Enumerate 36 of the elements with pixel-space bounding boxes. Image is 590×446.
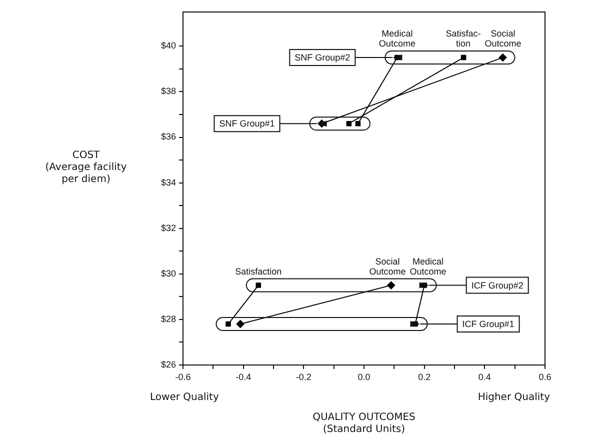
y-tick-label: $26: [160, 359, 176, 370]
point: [387, 281, 396, 290]
annotation: Medical Outcome: [378, 28, 416, 49]
annotation: ICF Group#1: [462, 319, 514, 330]
y-tick-label: $32: [160, 222, 176, 233]
annotation: Satisfaction: [235, 266, 282, 276]
annotation: ICF Group#2: [471, 280, 524, 290]
y-tick-label: $38: [160, 86, 176, 96]
annotation: Social Outcome: [369, 256, 406, 276]
annotation: Satisfac- tion: [446, 28, 481, 49]
y-axis-title: COST (Average facility per diem): [44, 150, 128, 186]
y-tick-label: $36: [160, 132, 176, 142]
x-tick-label: 0.0: [358, 372, 370, 382]
x-tick-label: -0.2: [296, 372, 312, 382]
x-tick-label: -0.4: [236, 372, 252, 382]
point: [256, 282, 262, 288]
x-axis-title: QUALITY OUTCOMES (Standard Units): [312, 412, 416, 436]
annotation: Medical Outcome: [410, 256, 446, 276]
y-tick-label: $40: [160, 40, 176, 51]
point: [346, 120, 352, 126]
annotation: SNF Group#2: [294, 52, 350, 63]
y-tick-label: $28: [160, 314, 176, 324]
y-tick-label: $34: [160, 177, 176, 188]
point: [236, 320, 244, 328]
point: [226, 321, 231, 327]
text: Higher Quality: [478, 392, 550, 404]
x-tick-label: 0.6: [538, 372, 552, 382]
annotation: SNF Group#1: [219, 118, 275, 129]
point: [460, 54, 466, 60]
annotation: Social Outcome: [484, 28, 522, 49]
x-tick-label: -0.6: [175, 372, 191, 382]
text: Lower Quality: [150, 392, 219, 404]
point: [498, 54, 507, 62]
x-tick-label: 0.2: [418, 372, 431, 382]
y-tick-label: $30: [160, 268, 176, 278]
x-tick-label: 0.4: [478, 372, 491, 382]
